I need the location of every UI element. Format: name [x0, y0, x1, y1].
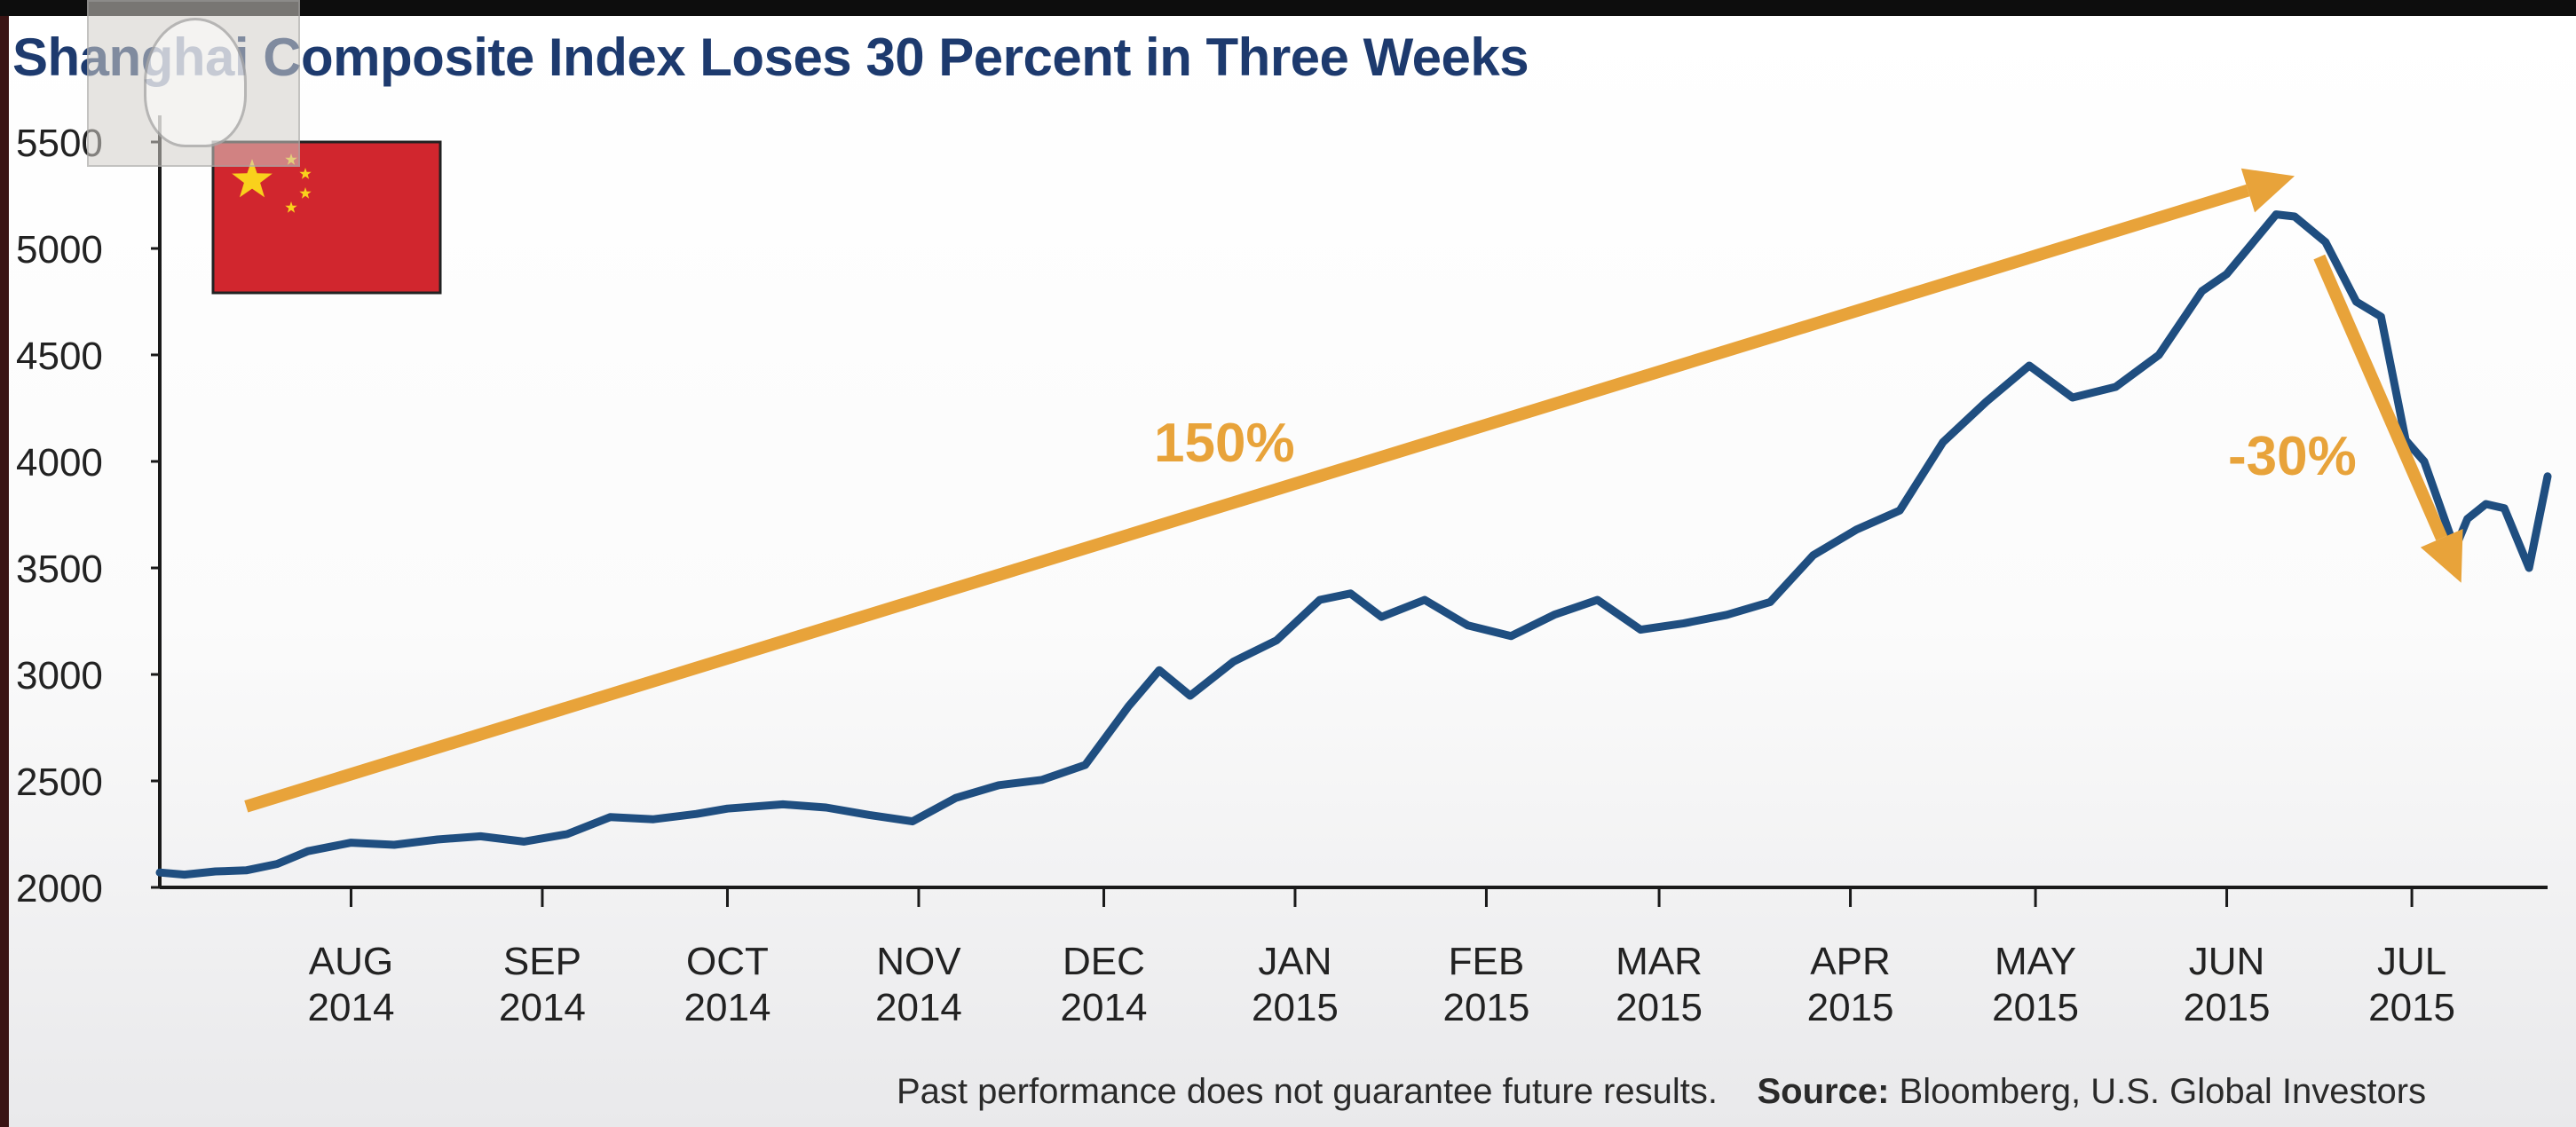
y-tick-label: 4000	[16, 441, 103, 485]
source-label: Source:	[1757, 1072, 1890, 1111]
chart-footnote: Past performance does not guarantee futu…	[897, 1072, 2426, 1112]
x-tick-label-month: AUG	[309, 940, 393, 983]
annotation-arrow-shaft	[2313, 254, 2448, 541]
x-tick-label-year: 2014	[308, 986, 395, 1029]
y-tick-label: 5000	[16, 228, 103, 272]
x-tick-label-month: DEC	[1063, 940, 1145, 983]
channel-watermark-logo	[87, 0, 300, 167]
y-tick-label: 2000	[16, 867, 103, 910]
x-tick-label-month: SEP	[503, 940, 581, 983]
y-tick-label: 3000	[16, 654, 103, 697]
x-tick-label-month: OCT	[686, 940, 769, 983]
x-tick-label-month: MAY	[1995, 940, 2076, 983]
x-tick-label-month: MAR	[1616, 940, 1703, 983]
x-tick-label-month: JAN	[1258, 940, 1331, 983]
flag-small-star-icon	[299, 168, 312, 179]
flag-large-star-icon	[232, 159, 273, 198]
flag-small-star-icon	[299, 187, 312, 199]
annotation-arrow-head	[2420, 528, 2463, 583]
annotation-arrow-head	[2240, 168, 2295, 213]
x-tick-label-year: 2014	[499, 986, 586, 1029]
x-tick-label-month: NOV	[876, 940, 961, 983]
annotation-label: -30%	[2228, 426, 2357, 487]
x-tick-label-year: 2014	[684, 986, 771, 1029]
x-tick-label-year: 2015	[2184, 986, 2271, 1029]
y-tick-label: 4500	[16, 335, 103, 378]
annotation-label: 150%	[1154, 413, 1295, 474]
x-tick-label-month: JUN	[2189, 940, 2265, 983]
x-tick-label-year: 2014	[875, 986, 962, 1029]
source-text: Bloomberg, U.S. Global Investors	[1899, 1072, 2427, 1111]
y-tick-label: 2500	[16, 761, 103, 804]
annotation-arrow-shaft	[244, 184, 2250, 813]
x-tick-label-month: JUL	[2377, 940, 2446, 983]
index-series-line	[155, 210, 2552, 879]
x-tick-label-month: FEB	[1449, 940, 1525, 983]
x-tick-label-year: 2015	[2368, 986, 2455, 1029]
watermark-head-icon	[144, 18, 247, 147]
x-tick-label-year: 2015	[1807, 986, 1894, 1029]
x-tick-label-year: 2014	[1061, 986, 1148, 1029]
y-tick-label: 3500	[16, 548, 103, 591]
x-tick-label-month: APR	[1810, 940, 1890, 983]
x-tick-label-year: 2015	[1252, 986, 1339, 1029]
video-top-bar	[0, 0, 2576, 16]
disclaimer-text: Past performance does not guarantee futu…	[897, 1072, 1718, 1111]
x-tick-label-year: 2015	[1442, 986, 1529, 1029]
x-tick-label-year: 2015	[1992, 986, 2079, 1029]
x-tick-label-year: 2015	[1616, 986, 1703, 1029]
flag-small-star-icon	[285, 201, 297, 213]
china-flag	[211, 140, 442, 295]
